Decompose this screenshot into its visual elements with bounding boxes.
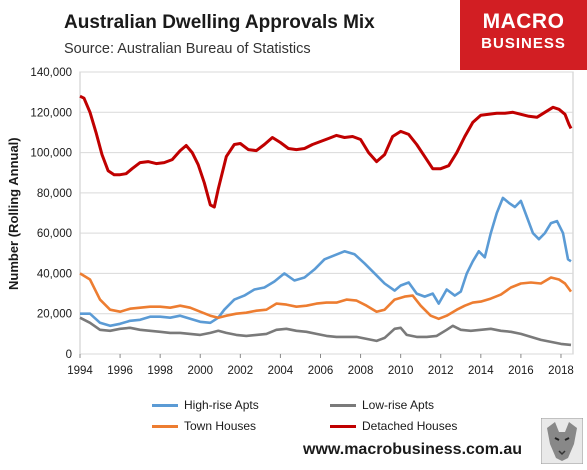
y-tick-label: 60,000 [37,228,72,240]
series-line-town-houses [79,272,573,321]
legend-swatch [330,424,356,428]
chart-subtitle: Source: Australian Bureau of Statistics [64,41,311,57]
x-tick-label: 2008 [348,365,374,377]
macrobusiness-logo: MACRO BUSINESS [460,0,587,70]
website-url: www.macrobusiness.com.au [303,441,523,458]
legend-label: Town Houses [184,419,257,433]
x-tick-label: 2000 [187,365,213,377]
y-tick-label: 40,000 [37,268,72,280]
y-tick-label: 120,000 [30,107,72,119]
legend-swatch [330,403,356,407]
legend-item: Low-rise Apts [330,398,434,412]
series-line-high-rise-apts [80,196,572,328]
legend-item: Detached Houses [330,419,457,433]
chart-title: Australian Dwelling Approvals Mix [64,12,375,33]
legend-label: High-rise Apts [184,398,259,412]
series-line-detached-houses [79,94,573,209]
legend-swatch [152,403,178,407]
x-tick-label: 2016 [508,365,534,377]
x-tick-label: 1998 [147,365,173,377]
legend-label: Low-rise Apts [362,398,435,412]
x-tick-label: 2004 [268,365,294,377]
x-tick-label: 2006 [308,365,334,377]
wolf-logo-icon [541,418,583,464]
series-line-low-rise-apts [79,316,572,347]
logo-line-2: BUSINESS [481,35,566,52]
x-tick-label: 2002 [228,365,254,377]
y-tick-label: 20,000 [37,309,72,321]
logo-line-1: MACRO [482,10,565,33]
legend-swatch [152,424,178,428]
x-tick-label: 1994 [67,365,93,377]
y-tick-label: 140,000 [30,67,72,79]
legend-label: Detached Houses [362,419,458,433]
legend-item: Town Houses [152,419,256,433]
x-tick-label: 2018 [548,365,574,377]
y-tick-label: 0 [66,349,72,361]
x-tick-label: 2014 [468,365,494,377]
y-tick-label: 80,000 [37,188,72,200]
x-tick-label: 2010 [388,365,414,377]
legend-item: High-rise Apts [152,398,259,412]
x-tick-label: 2012 [428,365,454,377]
x-tick-label: 1996 [107,365,133,377]
y-tick-label: 100,000 [30,148,72,160]
